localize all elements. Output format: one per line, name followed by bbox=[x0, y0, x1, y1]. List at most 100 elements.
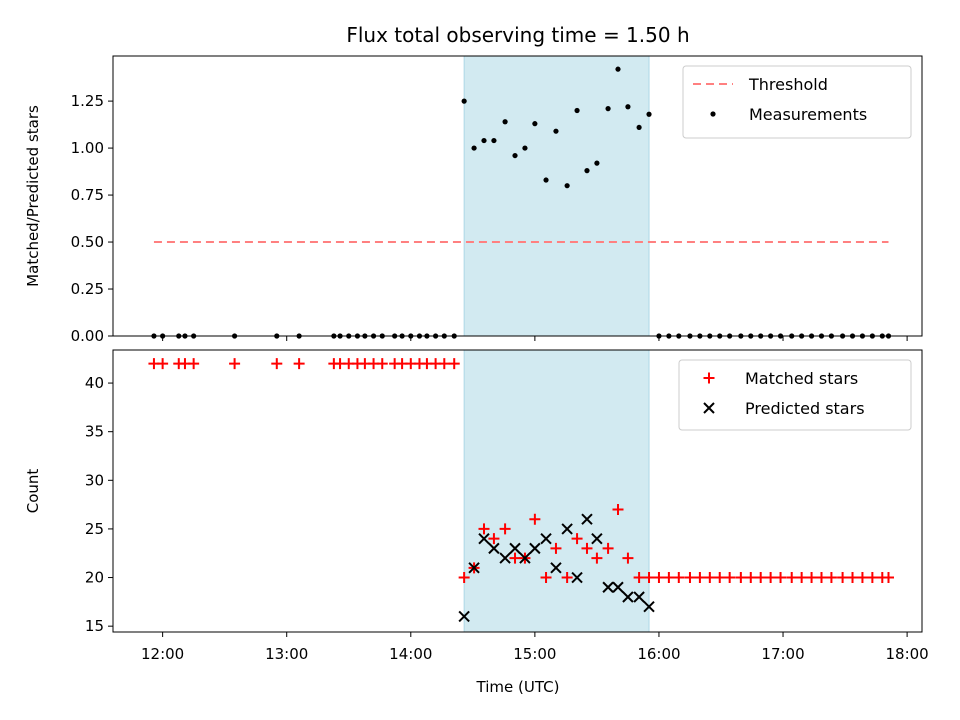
legend-predicted-swatch bbox=[703, 402, 715, 414]
measurement-point bbox=[461, 98, 467, 104]
matched-point bbox=[694, 572, 706, 584]
measurement-point bbox=[584, 168, 590, 174]
matched-point bbox=[806, 572, 818, 584]
matched-point bbox=[438, 358, 450, 370]
matched-point bbox=[571, 533, 583, 545]
y-tick-label: 0.00 bbox=[71, 327, 104, 345]
predicted-point bbox=[602, 581, 614, 593]
matched-point bbox=[882, 572, 894, 584]
matched-point bbox=[550, 542, 562, 554]
matched-point bbox=[509, 552, 521, 564]
matched-point bbox=[765, 572, 777, 584]
measurement-point bbox=[574, 107, 580, 114]
matched-point bbox=[856, 572, 868, 584]
matched-point bbox=[188, 358, 200, 370]
measurement-point bbox=[615, 66, 621, 72]
measurement-point bbox=[636, 124, 642, 131]
matched-point bbox=[529, 513, 541, 525]
y-tick-label: 25 bbox=[85, 520, 104, 538]
predicted-point bbox=[488, 542, 500, 555]
matched-point bbox=[271, 358, 283, 370]
legend-label: Measurements bbox=[749, 105, 867, 124]
matched-point bbox=[622, 552, 634, 564]
y-tick-label: 35 bbox=[85, 423, 104, 441]
panel-count: 15 20 25 30 35 40 12:00 13:00 14:00 15:00 16:00 17:… bbox=[24, 349, 929, 663]
matched-point bbox=[684, 572, 696, 584]
predicted-point bbox=[643, 601, 655, 613]
x-tick-label: 18:00 bbox=[885, 645, 928, 663]
matched-point bbox=[815, 572, 827, 584]
matched-point bbox=[825, 572, 837, 584]
matched-point bbox=[376, 358, 388, 370]
x-tick-label: 12:00 bbox=[141, 645, 184, 663]
axes-frame bbox=[112, 55, 923, 337]
matched-point bbox=[714, 572, 726, 584]
y-tick-label: 0.50 bbox=[71, 233, 104, 251]
measurement-point bbox=[522, 145, 528, 151]
matched-point bbox=[653, 572, 665, 584]
measurement-point bbox=[553, 128, 559, 134]
matched-point bbox=[229, 358, 241, 370]
predicted-point bbox=[550, 562, 562, 574]
matched-point bbox=[837, 572, 849, 584]
y-axis-label: Matched/Predicted stars bbox=[24, 105, 42, 287]
matched-point bbox=[448, 358, 460, 370]
y-tick-label: 0.75 bbox=[71, 186, 104, 204]
y-tick-label: 15 bbox=[85, 617, 104, 635]
measurement-point bbox=[605, 106, 611, 112]
measurement-point bbox=[512, 152, 518, 159]
legend-box bbox=[678, 359, 912, 431]
matched-point bbox=[775, 572, 787, 584]
matched-point bbox=[602, 542, 614, 554]
measurement-point bbox=[502, 119, 508, 125]
matched-point bbox=[866, 572, 878, 584]
matched-point bbox=[478, 523, 490, 535]
predicted-point bbox=[478, 532, 490, 545]
matched-point bbox=[673, 572, 685, 584]
matched-point bbox=[157, 358, 169, 370]
y-tick-label: 0.25 bbox=[71, 280, 104, 298]
predicted-point bbox=[468, 562, 480, 574]
predicted-point bbox=[581, 513, 593, 525]
y-tick-label: 30 bbox=[85, 471, 104, 489]
predicted-point bbox=[561, 523, 573, 535]
x-tick-label: 14:00 bbox=[389, 645, 432, 663]
matched-point bbox=[581, 542, 593, 554]
legend: Threshold Measurements bbox=[682, 65, 912, 139]
measurement-point bbox=[543, 177, 549, 183]
legend-box bbox=[682, 65, 912, 139]
shaded-region bbox=[463, 349, 650, 633]
predicted-point bbox=[458, 610, 470, 623]
legend-label: Matched stars bbox=[745, 369, 858, 388]
predicted-point bbox=[622, 591, 634, 603]
measurement-point bbox=[532, 121, 538, 127]
predicted-point bbox=[612, 581, 624, 593]
matched-point bbox=[745, 572, 757, 584]
y-tick-label: 1.25 bbox=[71, 92, 104, 110]
measurement-point bbox=[564, 183, 570, 189]
measurement-point bbox=[491, 137, 497, 144]
matched-point bbox=[735, 572, 747, 584]
matched-point bbox=[724, 572, 736, 584]
measurement-point bbox=[625, 104, 631, 110]
x-tick-label: 17:00 bbox=[761, 645, 804, 663]
y-tick-label: 20 bbox=[85, 569, 104, 587]
y-tick-label: 40 bbox=[85, 374, 104, 392]
legend-label: Predicted stars bbox=[745, 399, 865, 418]
matched-point bbox=[643, 572, 655, 584]
matched-point bbox=[458, 572, 470, 584]
legend-measurement-swatch bbox=[710, 111, 716, 117]
measurement-point bbox=[646, 111, 652, 117]
x-axis-label: Time (UTC) bbox=[476, 678, 560, 696]
legend-matched-swatch bbox=[703, 372, 715, 384]
matched-point bbox=[796, 572, 808, 584]
predicted-point bbox=[499, 552, 511, 564]
matched-point bbox=[561, 572, 573, 584]
series-1 bbox=[148, 358, 894, 584]
matched-point bbox=[663, 572, 675, 584]
measurement-point bbox=[481, 137, 487, 144]
axes-frame bbox=[112, 349, 923, 633]
y-axis-label: Count bbox=[24, 469, 42, 514]
y-tick-label: 1.00 bbox=[71, 139, 104, 157]
